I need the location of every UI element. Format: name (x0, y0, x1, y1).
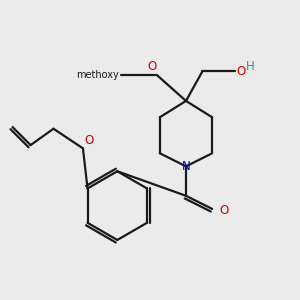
Text: O: O (219, 204, 229, 217)
Text: O: O (85, 134, 94, 147)
Text: N: N (182, 160, 190, 173)
Text: O: O (237, 65, 246, 78)
Text: methoxy: methoxy (76, 70, 119, 80)
Text: O: O (147, 60, 157, 73)
Text: H: H (245, 60, 254, 73)
